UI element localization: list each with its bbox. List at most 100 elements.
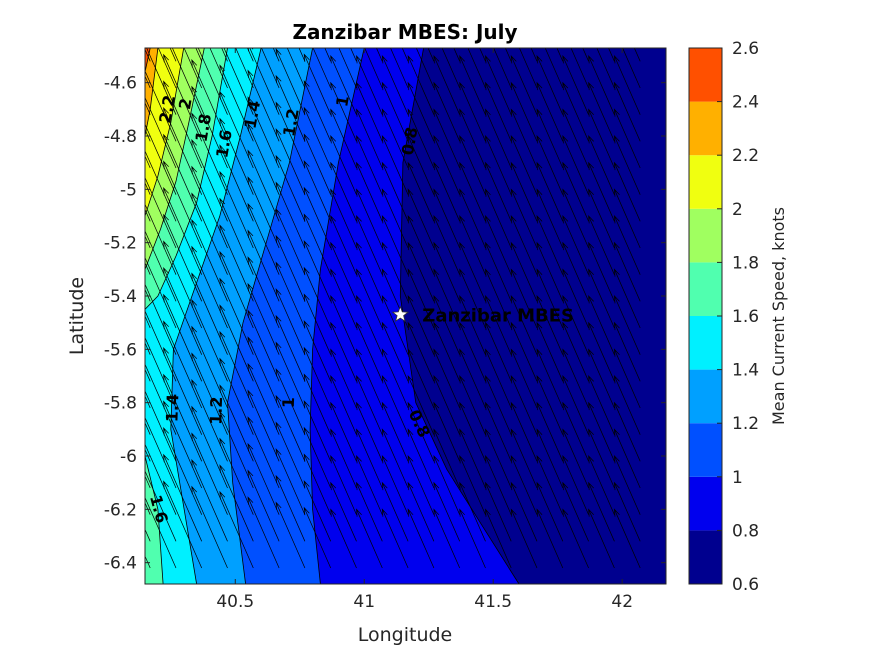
vector-arrow bbox=[163, 453, 203, 542]
contour-label: 1.4 bbox=[162, 393, 182, 422]
vector-arrow bbox=[544, 48, 564, 89]
vector-arrow bbox=[356, 428, 383, 489]
vector-arrow bbox=[536, 428, 564, 489]
vector-arrow bbox=[510, 241, 538, 302]
vector-arrow bbox=[588, 401, 615, 462]
vector-arrow bbox=[286, 48, 306, 89]
vector-arrow bbox=[330, 55, 357, 115]
vector-arrow bbox=[219, 224, 254, 302]
vector-arrow bbox=[407, 348, 435, 409]
vector-arrow bbox=[485, 241, 512, 302]
vector-arrow bbox=[247, 202, 280, 275]
vector-arrow bbox=[163, 53, 203, 142]
vector-arrow bbox=[485, 135, 512, 195]
colorbar-swatch bbox=[689, 262, 722, 316]
vector-arrow bbox=[356, 321, 383, 382]
vector-arrow bbox=[356, 161, 383, 222]
contour-label: 1 bbox=[279, 397, 298, 409]
vector-arrow bbox=[588, 508, 615, 569]
vector-arrow bbox=[145, 363, 177, 435]
vector-arrow bbox=[209, 48, 228, 89]
y-tick-label: -6.4 bbox=[104, 554, 137, 574]
vector-arrow bbox=[485, 108, 512, 169]
vector-arrow bbox=[247, 176, 280, 249]
vector-arrow bbox=[219, 330, 254, 409]
vector-field bbox=[145, 48, 641, 569]
vector-arrow bbox=[536, 375, 564, 435]
vector-arrow bbox=[536, 348, 564, 409]
vector-arrow bbox=[356, 108, 383, 169]
vector-arrow bbox=[163, 480, 203, 569]
y-tick-label: -5.8 bbox=[104, 394, 137, 414]
vector-arrow bbox=[510, 135, 538, 195]
colorbar-frame bbox=[688, 47, 723, 585]
vector-arrow bbox=[219, 357, 254, 435]
x-tick-label: 41 bbox=[353, 592, 375, 612]
vector-arrow bbox=[570, 48, 589, 89]
vector-arrow bbox=[510, 295, 538, 355]
vector-arrow bbox=[247, 96, 280, 169]
vector-arrow bbox=[247, 469, 280, 542]
vector-arrow bbox=[275, 288, 306, 355]
vector-arrow bbox=[485, 215, 512, 275]
vector-arrow bbox=[219, 197, 254, 275]
vector-arrow bbox=[219, 144, 254, 222]
vector-arrow bbox=[562, 55, 589, 115]
vector-arrow bbox=[459, 241, 486, 302]
vector-arrow bbox=[562, 428, 589, 489]
vector-arrow bbox=[163, 267, 203, 355]
vector-arrow bbox=[330, 108, 357, 169]
vector-arrow bbox=[381, 241, 409, 302]
vector-arrow bbox=[330, 295, 357, 355]
y-axis-ticks: -4.6 -4.8 -5 -5.2 -5.4 -5.6 -5.8 -6 -6.2 -6.4 bbox=[104, 74, 666, 574]
vector-arrow bbox=[163, 213, 203, 302]
vector-arrow bbox=[163, 293, 203, 382]
vector-arrow bbox=[613, 215, 641, 275]
vector-arrow bbox=[219, 410, 254, 489]
vector-arrow bbox=[381, 455, 409, 515]
vector-arrow bbox=[588, 428, 615, 489]
vector-arrow bbox=[275, 341, 306, 409]
x-tick-label: 40.5 bbox=[216, 592, 254, 612]
site-star-icon bbox=[391, 305, 410, 322]
vector-arrow bbox=[588, 348, 615, 409]
vector-arrow bbox=[197, 48, 228, 115]
vector-arrow bbox=[145, 48, 151, 62]
vector-arrow bbox=[459, 135, 486, 195]
vector-arrow bbox=[303, 346, 332, 409]
y-tick-label: -6 bbox=[120, 447, 137, 467]
vector-arrow bbox=[247, 69, 280, 142]
vector-arrow bbox=[191, 352, 228, 435]
vector-arrow bbox=[562, 401, 589, 462]
vector-arrow bbox=[330, 268, 357, 329]
vector-arrow bbox=[247, 309, 280, 382]
vector-arrow bbox=[381, 348, 409, 409]
vector-arrow bbox=[459, 161, 486, 222]
vector-arrow bbox=[275, 74, 306, 142]
vector-arrow bbox=[407, 455, 435, 515]
vector-arrow bbox=[330, 455, 357, 515]
vector-arrow bbox=[330, 215, 357, 275]
colorbar-tick-label: 2 bbox=[732, 200, 743, 220]
colorbar: 0.6 0.8 1 1.2 1.4 1.6 1.8 2 2.2 2.4 2.6 bbox=[689, 39, 759, 595]
vector-arrow bbox=[356, 348, 383, 409]
vector-arrow bbox=[145, 256, 177, 329]
vector-arrow bbox=[485, 81, 512, 142]
vector-arrow bbox=[219, 170, 254, 249]
colorbar-tick-label: 1 bbox=[732, 468, 743, 488]
plot-frame bbox=[144, 47, 667, 585]
vector-arrow bbox=[247, 149, 280, 222]
vector-arrow bbox=[381, 108, 409, 169]
vector-arrow bbox=[510, 428, 538, 489]
colorbar-tick-label: 0.6 bbox=[732, 575, 759, 595]
vector-arrow bbox=[219, 90, 254, 169]
vector-arrow bbox=[247, 256, 280, 329]
vector-arrow bbox=[275, 154, 306, 222]
colorbar-swatch bbox=[689, 476, 722, 531]
vector-arrow bbox=[356, 375, 383, 435]
contour-line-1.2-2 bbox=[227, 48, 313, 584]
vector-arrow bbox=[407, 215, 435, 275]
vector-arrow bbox=[459, 108, 486, 169]
vector-arrow bbox=[510, 161, 538, 222]
